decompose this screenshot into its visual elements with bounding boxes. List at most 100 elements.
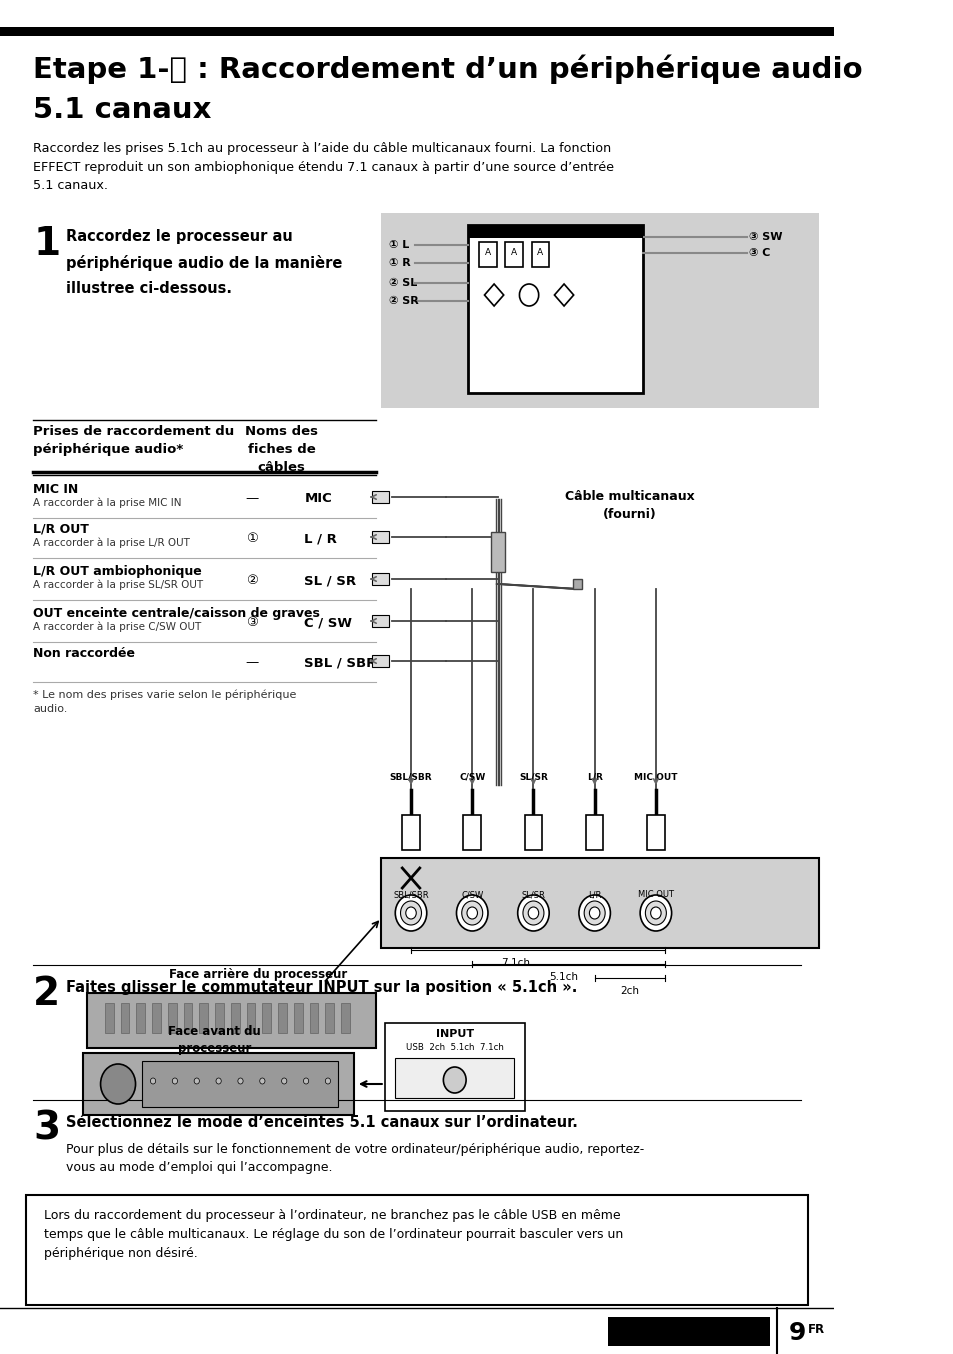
Circle shape xyxy=(443,1067,466,1093)
Bar xyxy=(83,1053,354,1114)
Bar xyxy=(168,1003,176,1033)
Text: USB  2ch  5.1ch  7.1ch: USB 2ch 5.1ch 7.1ch xyxy=(405,1043,503,1052)
Text: MIC OUT: MIC OUT xyxy=(638,890,673,899)
Text: L / R: L / R xyxy=(304,532,336,546)
Text: 5.1 canaux: 5.1 canaux xyxy=(33,96,212,125)
Circle shape xyxy=(528,907,538,919)
Bar xyxy=(607,1317,769,1346)
Text: A raccorder à la prise SL/SR OUT: A raccorder à la prise SL/SR OUT xyxy=(33,580,203,590)
Bar xyxy=(478,242,497,267)
Bar xyxy=(88,992,375,1048)
Bar xyxy=(121,1003,130,1033)
Bar xyxy=(231,1003,239,1033)
Text: —: — xyxy=(245,655,258,669)
Text: Face avant du
processeur: Face avant du processeur xyxy=(168,1025,260,1055)
Text: ② SL: ② SL xyxy=(389,278,417,288)
Bar xyxy=(384,1024,524,1112)
Text: ③: ③ xyxy=(246,616,257,630)
Text: OUT enceinte centrale/caisson de graves: OUT enceinte centrale/caisson de graves xyxy=(33,607,320,620)
Text: A raccorder à la prise C/SW OUT: A raccorder à la prise C/SW OUT xyxy=(33,621,201,632)
Circle shape xyxy=(172,1078,177,1085)
Bar xyxy=(381,858,818,948)
Bar xyxy=(372,492,389,502)
Bar xyxy=(381,213,818,408)
Bar xyxy=(152,1003,161,1033)
Text: 7.1ch: 7.1ch xyxy=(501,959,530,968)
Polygon shape xyxy=(484,284,503,306)
Text: 1: 1 xyxy=(33,225,60,263)
Bar xyxy=(463,815,480,850)
Text: L/R OUT ambiophonique: L/R OUT ambiophonique xyxy=(33,565,202,578)
Circle shape xyxy=(395,895,426,932)
Circle shape xyxy=(237,1078,243,1085)
Circle shape xyxy=(100,1064,135,1104)
Bar xyxy=(184,1003,193,1033)
Bar xyxy=(0,27,834,37)
Bar xyxy=(325,1003,334,1033)
Text: Faites glisser le commutateur INPUT sur la position « 5.1ch ».: Faites glisser le commutateur INPUT sur … xyxy=(66,980,577,995)
Text: Noms des
fiches de
câbles: Noms des fiches de câbles xyxy=(245,425,317,474)
Bar xyxy=(467,225,642,393)
Text: Prises de raccordement du
périphérique audio*: Prises de raccordement du périphérique a… xyxy=(33,425,234,456)
Bar xyxy=(215,1003,224,1033)
Circle shape xyxy=(151,1078,155,1085)
Text: C/SW: C/SW xyxy=(458,773,485,783)
Bar xyxy=(310,1003,318,1033)
Text: 5.1ch: 5.1ch xyxy=(549,972,578,982)
Text: C / SW: C / SW xyxy=(304,616,352,630)
Text: L/R OUT: L/R OUT xyxy=(33,523,89,536)
Circle shape xyxy=(645,900,666,925)
Text: FR: FR xyxy=(807,1323,824,1336)
Bar xyxy=(531,242,549,267)
Text: INPUT: INPUT xyxy=(436,1029,474,1039)
Bar xyxy=(278,1003,287,1033)
Text: Câble multicanaux
(fourni): Câble multicanaux (fourni) xyxy=(564,490,694,521)
Bar xyxy=(524,815,541,850)
Circle shape xyxy=(194,1078,199,1085)
Circle shape xyxy=(583,900,604,925)
Text: Non raccordée: Non raccordée xyxy=(33,647,135,659)
Bar xyxy=(395,1057,514,1098)
Circle shape xyxy=(461,900,482,925)
Bar xyxy=(247,1003,255,1033)
Text: —: — xyxy=(245,492,258,505)
Text: C/SW: C/SW xyxy=(460,890,483,899)
Polygon shape xyxy=(554,284,573,306)
Bar xyxy=(372,531,389,543)
Text: 2: 2 xyxy=(33,975,60,1013)
Text: Sélectionnez le mode d’enceintes 5.1 canaux sur l’ordinateur.: Sélectionnez le mode d’enceintes 5.1 can… xyxy=(66,1114,577,1131)
Text: Face arrière du processeur: Face arrière du processeur xyxy=(169,968,347,982)
Circle shape xyxy=(517,895,549,932)
Bar xyxy=(585,815,603,850)
Text: ②: ② xyxy=(246,574,257,588)
Bar xyxy=(491,532,505,571)
Text: SBL/SBR: SBL/SBR xyxy=(389,773,432,783)
Bar xyxy=(199,1003,208,1033)
Bar xyxy=(27,1196,807,1305)
Bar xyxy=(402,815,419,850)
Text: L/R: L/R xyxy=(587,890,600,899)
Circle shape xyxy=(639,895,671,932)
Bar xyxy=(572,580,581,589)
Text: SBL / SBR: SBL / SBR xyxy=(304,655,376,669)
Text: ① R: ① R xyxy=(389,259,411,268)
Bar xyxy=(505,242,522,267)
Circle shape xyxy=(650,907,660,919)
Text: Raccordement: Raccordement xyxy=(615,1322,760,1339)
Text: 9: 9 xyxy=(788,1322,805,1345)
Circle shape xyxy=(400,900,421,925)
Circle shape xyxy=(578,895,610,932)
Text: A: A xyxy=(511,248,517,257)
Bar xyxy=(372,655,389,668)
Circle shape xyxy=(215,1078,221,1085)
Text: Lors du raccordement du processeur à l’ordinateur, ne branchez pas le câble USB : Lors du raccordement du processeur à l’o… xyxy=(44,1209,622,1261)
Text: 3: 3 xyxy=(33,1110,60,1148)
Text: ① L: ① L xyxy=(389,240,409,250)
Circle shape xyxy=(522,900,543,925)
Text: ③ SW: ③ SW xyxy=(748,232,781,242)
Circle shape xyxy=(259,1078,265,1085)
Bar xyxy=(105,1003,113,1033)
Text: Raccordez les prises 5.1ch au processeur à l’aide du câble multicanaux fourni. L: Raccordez les prises 5.1ch au processeur… xyxy=(33,142,614,192)
Bar xyxy=(372,615,389,627)
Text: A raccorder à la prise L/R OUT: A raccorder à la prise L/R OUT xyxy=(33,538,190,548)
